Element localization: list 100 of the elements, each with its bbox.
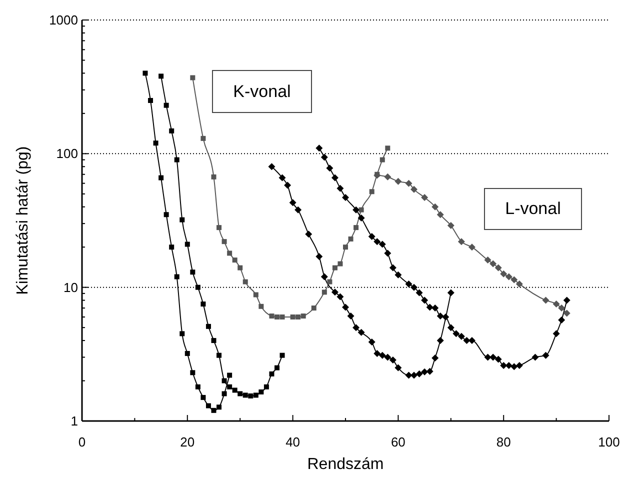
- point: [216, 225, 222, 230]
- point: [494, 264, 502, 272]
- point: [436, 312, 444, 320]
- point: [358, 207, 364, 212]
- point: [158, 175, 164, 180]
- point: [458, 332, 465, 340]
- point: [552, 300, 560, 308]
- point: [227, 250, 232, 256]
- point: [311, 306, 316, 311]
- point: [516, 362, 523, 370]
- point: [384, 250, 392, 257]
- point: [274, 365, 280, 370]
- x-tick-label: 40: [286, 434, 300, 450]
- point: [368, 233, 376, 240]
- point: [368, 338, 376, 346]
- point: [432, 354, 439, 362]
- point: [500, 362, 508, 370]
- point: [180, 331, 185, 336]
- point: [394, 271, 402, 278]
- point: [320, 273, 328, 280]
- point: [258, 389, 264, 394]
- point: [405, 180, 412, 187]
- point: [432, 304, 439, 312]
- point: [195, 284, 200, 290]
- point: [158, 74, 164, 79]
- point: [268, 163, 276, 170]
- point: [389, 356, 396, 364]
- point: [410, 284, 418, 291]
- point: [516, 280, 523, 288]
- point: [300, 314, 306, 319]
- point: [452, 330, 460, 338]
- point: [190, 370, 196, 376]
- point: [490, 260, 497, 268]
- point: [342, 304, 349, 311]
- point: [447, 289, 454, 296]
- point: [558, 304, 566, 312]
- point: [336, 184, 344, 192]
- point: [195, 384, 200, 390]
- point: [410, 186, 418, 193]
- point: [468, 337, 476, 344]
- point: [296, 314, 301, 320]
- x-tick-label: 60: [390, 434, 406, 450]
- point: [258, 304, 264, 309]
- point: [505, 362, 512, 370]
- point: [432, 203, 439, 210]
- point: [269, 314, 274, 319]
- point: [248, 393, 254, 398]
- point: [378, 240, 386, 248]
- annotation: K-vonal: [212, 70, 312, 113]
- point: [280, 352, 285, 358]
- point: [505, 273, 512, 280]
- point: [426, 368, 434, 375]
- point: [374, 350, 381, 357]
- point: [552, 330, 560, 338]
- point: [416, 370, 423, 378]
- point: [278, 174, 286, 182]
- x-axis-title: Rendszám: [307, 456, 384, 473]
- point: [222, 378, 227, 384]
- point: [389, 264, 396, 272]
- point: [352, 324, 360, 332]
- y-tick-label: 1000: [49, 12, 78, 28]
- point: [190, 270, 196, 275]
- point: [563, 296, 570, 304]
- point: [380, 157, 385, 162]
- point: [222, 391, 227, 396]
- x-tick-label: 20: [180, 434, 195, 450]
- point: [227, 384, 232, 390]
- point: [447, 324, 454, 332]
- point: [211, 408, 216, 413]
- point: [153, 140, 158, 146]
- point: [169, 128, 174, 134]
- point: [394, 364, 402, 372]
- point: [558, 316, 566, 324]
- point: [222, 239, 227, 244]
- point: [211, 338, 216, 344]
- point: [385, 146, 390, 151]
- point: [410, 372, 418, 379]
- point: [316, 253, 323, 260]
- point: [384, 173, 392, 180]
- point: [200, 302, 206, 307]
- point: [510, 363, 518, 370]
- point: [238, 391, 243, 396]
- point: [490, 354, 497, 361]
- point: [421, 368, 428, 376]
- point: [354, 225, 359, 230]
- point: [232, 258, 238, 263]
- point: [563, 310, 570, 317]
- point: [142, 70, 148, 76]
- point: [284, 182, 292, 189]
- point: [369, 189, 374, 194]
- point: [484, 354, 492, 361]
- point: [484, 256, 492, 264]
- point: [200, 394, 206, 400]
- point: [326, 164, 334, 172]
- point: [305, 230, 312, 238]
- point: [242, 392, 248, 398]
- point: [358, 328, 365, 336]
- point: [338, 261, 343, 266]
- x-tick-label: 100: [598, 434, 620, 450]
- point: [447, 222, 454, 230]
